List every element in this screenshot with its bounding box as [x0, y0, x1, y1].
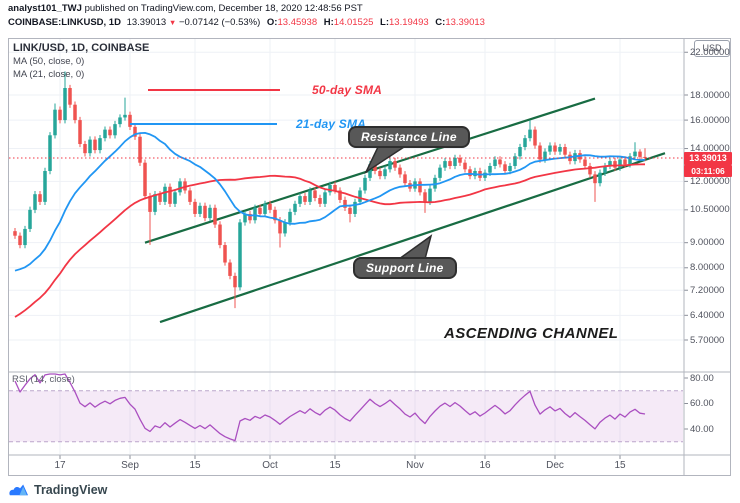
high-value: 14.01525	[333, 17, 374, 28]
close-value: 13.39013	[445, 17, 485, 28]
sma50-line	[14, 163, 646, 318]
last-price: 13.39013	[126, 17, 167, 28]
price-tick-label: 7.20000	[690, 284, 725, 296]
symbol-name: COINBASE:LINKUSD, 1D	[8, 17, 121, 28]
price-tick-label: 10.50000	[690, 204, 730, 216]
low-value: 13.19493	[389, 17, 429, 28]
legend-ma21-row[interactable]: MA (21, close, 0)	[13, 69, 85, 80]
close-label: C:	[435, 17, 446, 28]
time-tick-label: Sep	[121, 460, 139, 471]
ascending-channel-label[interactable]: ASCENDING CHANNEL	[444, 325, 619, 342]
time-tick-label: 17	[54, 460, 66, 471]
price-change: −0.07142 (−0.53%)	[178, 17, 261, 28]
last-price-badge: 13.39013	[684, 151, 732, 165]
tradingview-brand-link[interactable]: TradingView	[8, 481, 107, 498]
chart-frame	[8, 38, 731, 476]
tradingview-logo-icon	[9, 484, 29, 496]
time-tick-label: 15	[189, 460, 201, 471]
bar-countdown-badge: 03:11:06	[684, 165, 732, 178]
support-line-callout[interactable]: Support Line	[353, 257, 457, 279]
price-tick-label: 9.00000	[690, 237, 725, 249]
price-tick-label: 8.00000	[690, 262, 725, 274]
currency-unit-button[interactable]: USD	[694, 40, 730, 57]
rsi-tick-label: 60.00	[690, 398, 714, 409]
chart-legend-title[interactable]: LINK/USD, 1D, COINBASE	[13, 42, 150, 54]
time-tick-label: Oct	[262, 460, 278, 471]
byline-text: published on TradingView.com, December 1…	[81, 3, 363, 14]
down-arrow-icon: ▼	[168, 18, 177, 27]
time-tick-label: 15	[329, 460, 341, 471]
time-tick-label: 16	[479, 460, 491, 471]
sma21-line	[14, 131, 646, 272]
price-tick-label: 16.00000	[690, 114, 730, 126]
byline: analyst101_TWJ published on TradingView.…	[8, 3, 363, 14]
price-tick-label: 18.00000	[690, 89, 730, 101]
rsi-tick-label: 40.00	[690, 423, 714, 435]
price-tick-label: 6.40000	[690, 309, 725, 321]
sma21-annotation-label[interactable]: 21-day SMA	[296, 117, 367, 131]
open-label: O:	[266, 17, 278, 28]
rsi-line	[14, 373, 646, 442]
price-tick-label: 5.70000	[690, 334, 725, 346]
resistance-line-callout[interactable]: Resistance Line	[348, 126, 470, 148]
legend-ma50-row[interactable]: MA (50, close, 0)	[13, 56, 85, 67]
open-value: 13.45938	[277, 17, 318, 28]
time-tick-label: Dec	[546, 460, 564, 471]
author-name: analyst101_TWJ	[8, 3, 82, 14]
price-tick-label: 22.00000	[690, 46, 730, 58]
rsi-legend[interactable]: RSI (14, close)	[12, 374, 75, 385]
rsi-tick-label: 80.00	[690, 372, 714, 384]
time-axis[interactable]	[8, 456, 684, 476]
price-tick-label: 12.00000	[690, 175, 730, 187]
price-tick-label: 14.00000	[690, 143, 730, 155]
sma50-annotation-label[interactable]: 50-day SMA	[312, 83, 383, 97]
high-label: H:	[323, 17, 334, 28]
time-tick-label: 15	[614, 460, 626, 471]
symbol-ohlc-row: COINBASE:LINKUSD, 1D 13.39013 ▼ −0.07142…	[8, 17, 485, 28]
channel-support-line[interactable]	[159, 152, 666, 324]
low-label: L:	[380, 17, 390, 28]
time-tick-label: Nov	[406, 460, 424, 471]
tradingview-brand-text: TradingView	[34, 482, 108, 497]
